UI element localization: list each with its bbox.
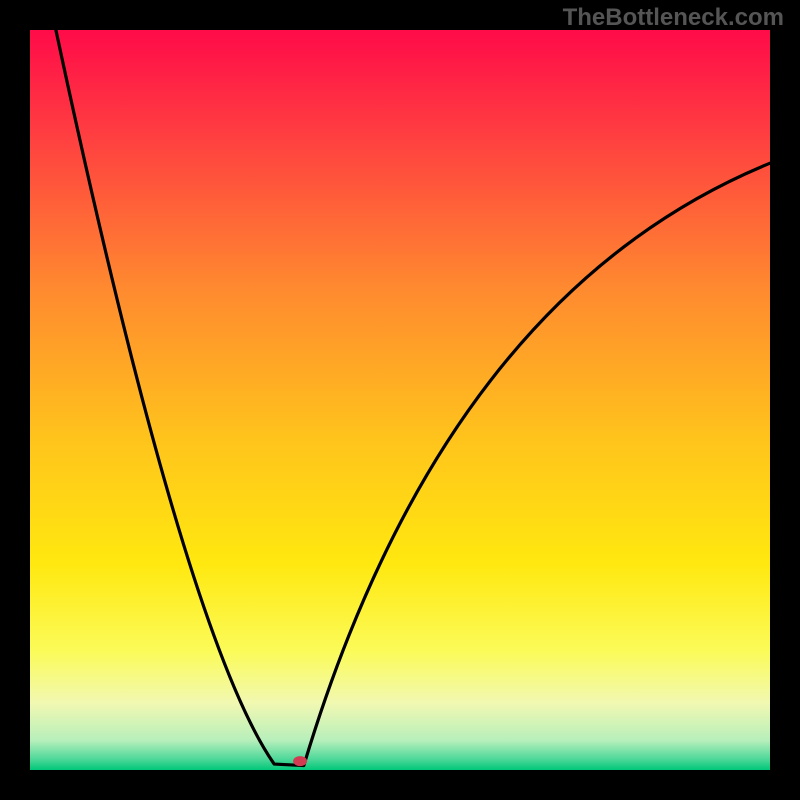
curve-layer: [30, 30, 770, 770]
chart-container: TheBottleneck.com: [0, 0, 800, 800]
watermark-text: TheBottleneck.com: [563, 4, 784, 32]
valley-marker: [293, 756, 307, 766]
v-curve: [56, 30, 770, 766]
